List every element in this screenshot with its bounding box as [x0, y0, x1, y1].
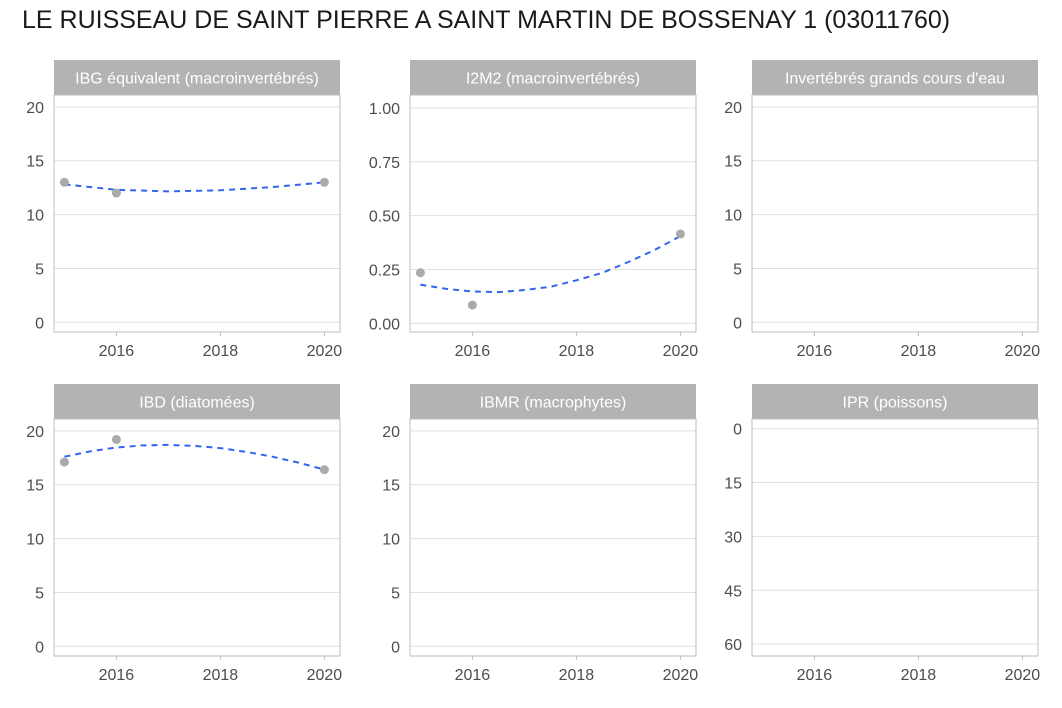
y-tick-label: 15 [724, 476, 742, 493]
trend-line [420, 235, 681, 294]
y-tick-label: 20 [26, 424, 44, 441]
x-tick-label: 2018 [559, 667, 595, 684]
trend-line [64, 181, 325, 193]
x-tick-label: 2016 [797, 667, 833, 684]
y-tick-label: 10 [382, 532, 400, 549]
x-tick-label: 2018 [203, 667, 239, 684]
x-tick-label: 2020 [663, 343, 699, 360]
panel-frame [751, 418, 1039, 657]
panel-frame [53, 418, 341, 657]
y-tick-label: 1.00 [369, 101, 400, 118]
panel-frame [53, 94, 341, 333]
panel-frame [409, 94, 697, 333]
data-point [59, 177, 69, 187]
y-tick-label: 10 [26, 532, 44, 549]
y-tick-label: 20 [724, 100, 742, 117]
trend-line [64, 443, 325, 471]
y-tick-label: 5 [35, 261, 44, 278]
y-tick-label: 0 [391, 639, 400, 656]
facet-title: I2M2 (macroinvertébrés) [466, 71, 640, 88]
x-tick-label: 2018 [559, 343, 595, 360]
data-point [675, 229, 685, 239]
facet-strip [752, 60, 1038, 95]
y-tick-label: 20 [382, 424, 400, 441]
x-tick-label: 2020 [307, 667, 343, 684]
facet-panel-3: Invertébrés grands cours d'eau0510152020… [724, 60, 1040, 360]
y-tick-label: 0 [733, 315, 742, 332]
x-tick-label: 2016 [797, 343, 833, 360]
data-point [467, 300, 477, 310]
y-tick-label: 0 [35, 639, 44, 656]
facet-panel-6: IPR (poissons) 0 15 30 45 60 2016 2018 2020 [724, 384, 1040, 684]
y-tick-label: 0 [733, 422, 742, 439]
y-tick-label: 0.00 [369, 316, 400, 333]
x-tick-label: 2016 [99, 343, 135, 360]
y-tick-label: 0.75 [369, 155, 400, 172]
x-tick-label: 2020 [663, 667, 699, 684]
y-tick-label: 15 [724, 154, 742, 171]
x-tick-label: 2020 [1005, 343, 1041, 360]
x-tick-label: 2020 [307, 343, 343, 360]
facet-strip [410, 384, 696, 419]
facet-strip [54, 384, 340, 419]
y-tick-label: 0 [35, 315, 44, 332]
x-tick-label: 2018 [901, 667, 937, 684]
page-title: LE RUISSEAU DE SAINT PIERRE A SAINT MART… [22, 6, 951, 34]
data-point [111, 434, 121, 444]
panel-frame [409, 418, 697, 657]
x-tick-label: 2016 [455, 667, 491, 684]
data-point [111, 188, 121, 198]
x-tick-label: 2016 [455, 343, 491, 360]
data-point [319, 465, 329, 475]
x-tick-label: 2020 [1005, 667, 1041, 684]
y-tick-label: 10 [724, 208, 742, 225]
facet-strip [752, 384, 1038, 419]
y-tick-label: 5 [391, 585, 400, 602]
facet-strip [410, 60, 696, 95]
y-tick-label: 20 [26, 100, 44, 117]
y-tick-label: 5 [733, 261, 742, 278]
y-tick-label: 30 [724, 529, 742, 546]
x-tick-label: 2018 [203, 343, 239, 360]
y-tick-label: 15 [26, 154, 44, 171]
y-tick-label: 15 [26, 478, 44, 495]
x-tick-label: 2016 [99, 667, 135, 684]
facet-title: IBD (diatomées) [139, 395, 255, 412]
facet-title: IPR (poissons) [843, 395, 948, 412]
facet-title: Invertébrés grands cours d'eau [785, 71, 1005, 88]
y-tick-label: 45 [724, 583, 742, 600]
facet-panel-5: IBMR (macrophytes) 0 5 10 15 20 2016 2018 2020 [382, 384, 698, 684]
facet-panel-4: IBD (diatomées) 0 5 10 15 20 2016 2018 2020 [26, 384, 342, 684]
data-point [59, 457, 69, 467]
facet-strip [54, 60, 340, 95]
y-tick-label: 5 [35, 585, 44, 602]
facet-title: IBG équivalent (macroinvertébrés) [75, 71, 319, 88]
facet-panel-2: I2M2 (macroinvertébrés) 0.00 0.25 0.50 0.75 1… [369, 60, 698, 360]
y-tick-label: 15 [382, 478, 400, 495]
data-point [319, 177, 329, 187]
y-tick-label: 10 [26, 208, 44, 225]
y-tick-label: 60 [724, 637, 742, 654]
data-point [415, 268, 425, 278]
panel-frame [751, 94, 1039, 333]
y-tick-label: 0.50 [369, 209, 400, 226]
y-tick-label: 0.25 [369, 263, 400, 280]
facet-title: IBMR (macrophytes) [480, 395, 627, 412]
facet-panel-1: IBG équivalent (macroinvertébrés) 0 5 10 15 2… [26, 60, 342, 360]
x-tick-label: 2018 [901, 343, 937, 360]
